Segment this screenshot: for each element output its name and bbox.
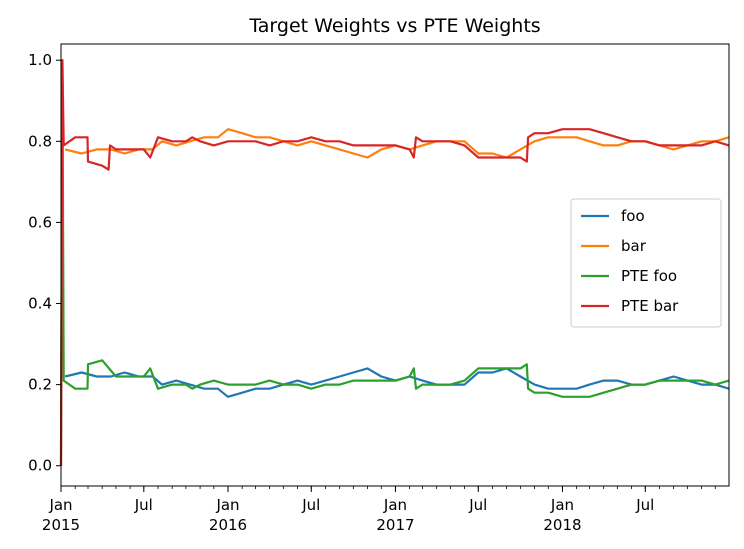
x-tick-label: Jan — [48, 496, 72, 514]
legend: foo bar PTE foo PTE bar — [570, 198, 722, 328]
y-tick-label: 1.0 — [28, 51, 52, 69]
x-tick-label: Jan — [215, 496, 239, 514]
x-tick-year-label: 2017 — [376, 516, 414, 534]
x-tick-label: Jul — [635, 496, 654, 514]
axes-layer: 0.0 0.2 0.4 0.6 0.8 1.0 Jan 2015 Jul Jan 2016 Jul Ja… — [28, 43, 730, 534]
y-tick-label: 0.0 — [28, 457, 52, 475]
legend-label-2: PTE foo — [621, 267, 677, 285]
series-line-3 — [59, 59, 730, 466]
legend-label-3: PTE bar — [621, 297, 679, 315]
x-tick-label: Jan — [383, 496, 407, 514]
legend-label-0: foo — [621, 207, 645, 225]
y-tick-label: 0.8 — [28, 132, 52, 150]
chart-title: Target Weights vs PTE Weights — [248, 15, 540, 37]
x-tick-year-label: 2018 — [543, 516, 581, 534]
x-tick-year-label: 2015 — [42, 516, 80, 534]
y-tick-label: 0.4 — [28, 295, 52, 313]
series-layer — [59, 59, 730, 466]
x-tick-label: Jul — [468, 496, 487, 514]
y-tick-label: 0.6 — [28, 213, 52, 231]
x-tick-year-label: 2016 — [209, 516, 247, 534]
x-tick-label: Jan — [550, 496, 574, 514]
x-tick-label: Jul — [301, 496, 320, 514]
y-tick-label: 0.2 — [28, 376, 52, 394]
legend-box — [570, 198, 722, 328]
series-line-2 — [59, 59, 730, 466]
legend-label-1: bar — [621, 237, 647, 255]
x-tick-label: Jul — [134, 496, 153, 514]
